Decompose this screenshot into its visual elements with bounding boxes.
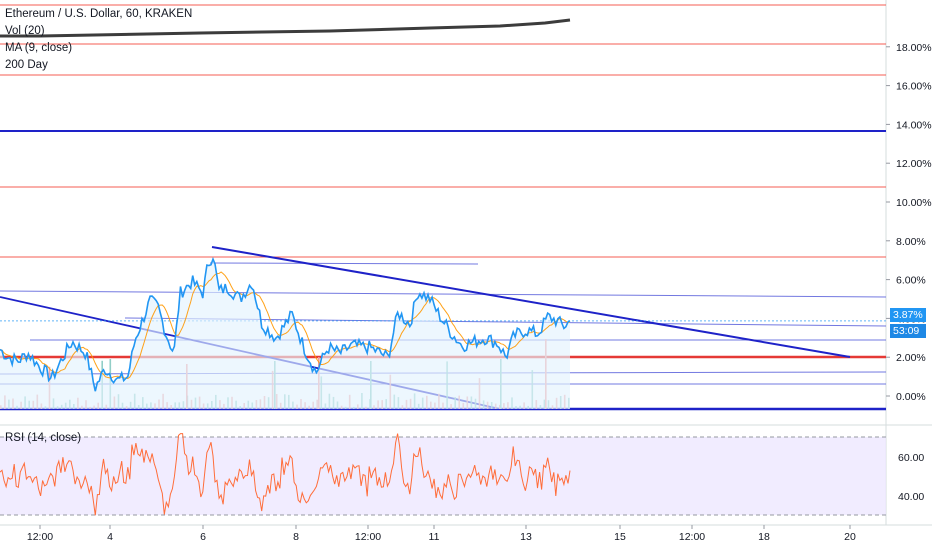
price-axis-background[interactable]: [886, 0, 932, 550]
time-axis-label: 12:00: [355, 531, 381, 543]
countdown-badge: 53:09: [890, 324, 926, 338]
price-axis-label: 8.00%: [896, 236, 926, 248]
ma-line: [0, 271, 571, 380]
price-axis-label: 18.00%: [896, 42, 932, 54]
trendline-descending-upper: [211, 246, 851, 358]
time-axis-label: 18: [758, 531, 770, 543]
day-indicator-label[interactable]: 200 Day: [5, 59, 48, 71]
price-axis-label: 10.00%: [896, 197, 932, 209]
rsi-axis-label: 40.00: [898, 491, 924, 503]
time-axis-label: 12:00: [27, 531, 53, 543]
time-axis-label: 20: [844, 531, 856, 543]
price-series: [0, 256, 571, 409]
time-axis-label: 13: [520, 531, 532, 543]
price-axis-label: 14.00%: [896, 119, 932, 131]
time-axis-label: 11: [429, 531, 440, 543]
rsi-axis-labels: 60.00 40.00: [898, 452, 924, 503]
rsi-band: [0, 437, 886, 515]
symbol-title[interactable]: Ethereum / U.S. Dollar, 60, KRAKEN: [5, 8, 193, 20]
time-axis-labels: 12:00 4 6 8 12:00 11 13 15 12:00 18 20: [27, 525, 856, 543]
time-axis-label: 4: [107, 531, 113, 543]
time-axis-label: 12:00: [679, 531, 705, 543]
ma-indicator-label[interactable]: MA (9, close): [5, 42, 73, 54]
rsi-axis-label: 60.00: [898, 452, 924, 464]
price-axis-label: 2.00%: [896, 352, 926, 364]
price-axis-label: 6.00%: [896, 275, 926, 287]
rsi-line: [0, 433, 571, 516]
rsi-series: [0, 433, 571, 516]
time-axis-label: 6: [200, 531, 206, 543]
current-value-badge: 3.87%: [890, 308, 926, 322]
volume-indicator-label[interactable]: Vol (20): [5, 25, 45, 37]
day-200-line: [0, 18, 571, 38]
time-axis-label: 15: [614, 531, 626, 543]
channel-line-0: [0, 290, 887, 298]
price-axis-label: 12.00%: [896, 158, 932, 170]
time-axis-label: 8: [293, 531, 299, 543]
price-axis-label: 16.00%: [896, 81, 932, 93]
price-axis-label: 0.00%: [896, 391, 926, 403]
rsi-indicator-label[interactable]: RSI (14, close): [5, 432, 82, 444]
channel-line-5: [209, 262, 479, 265]
price-line: [0, 256, 571, 392]
